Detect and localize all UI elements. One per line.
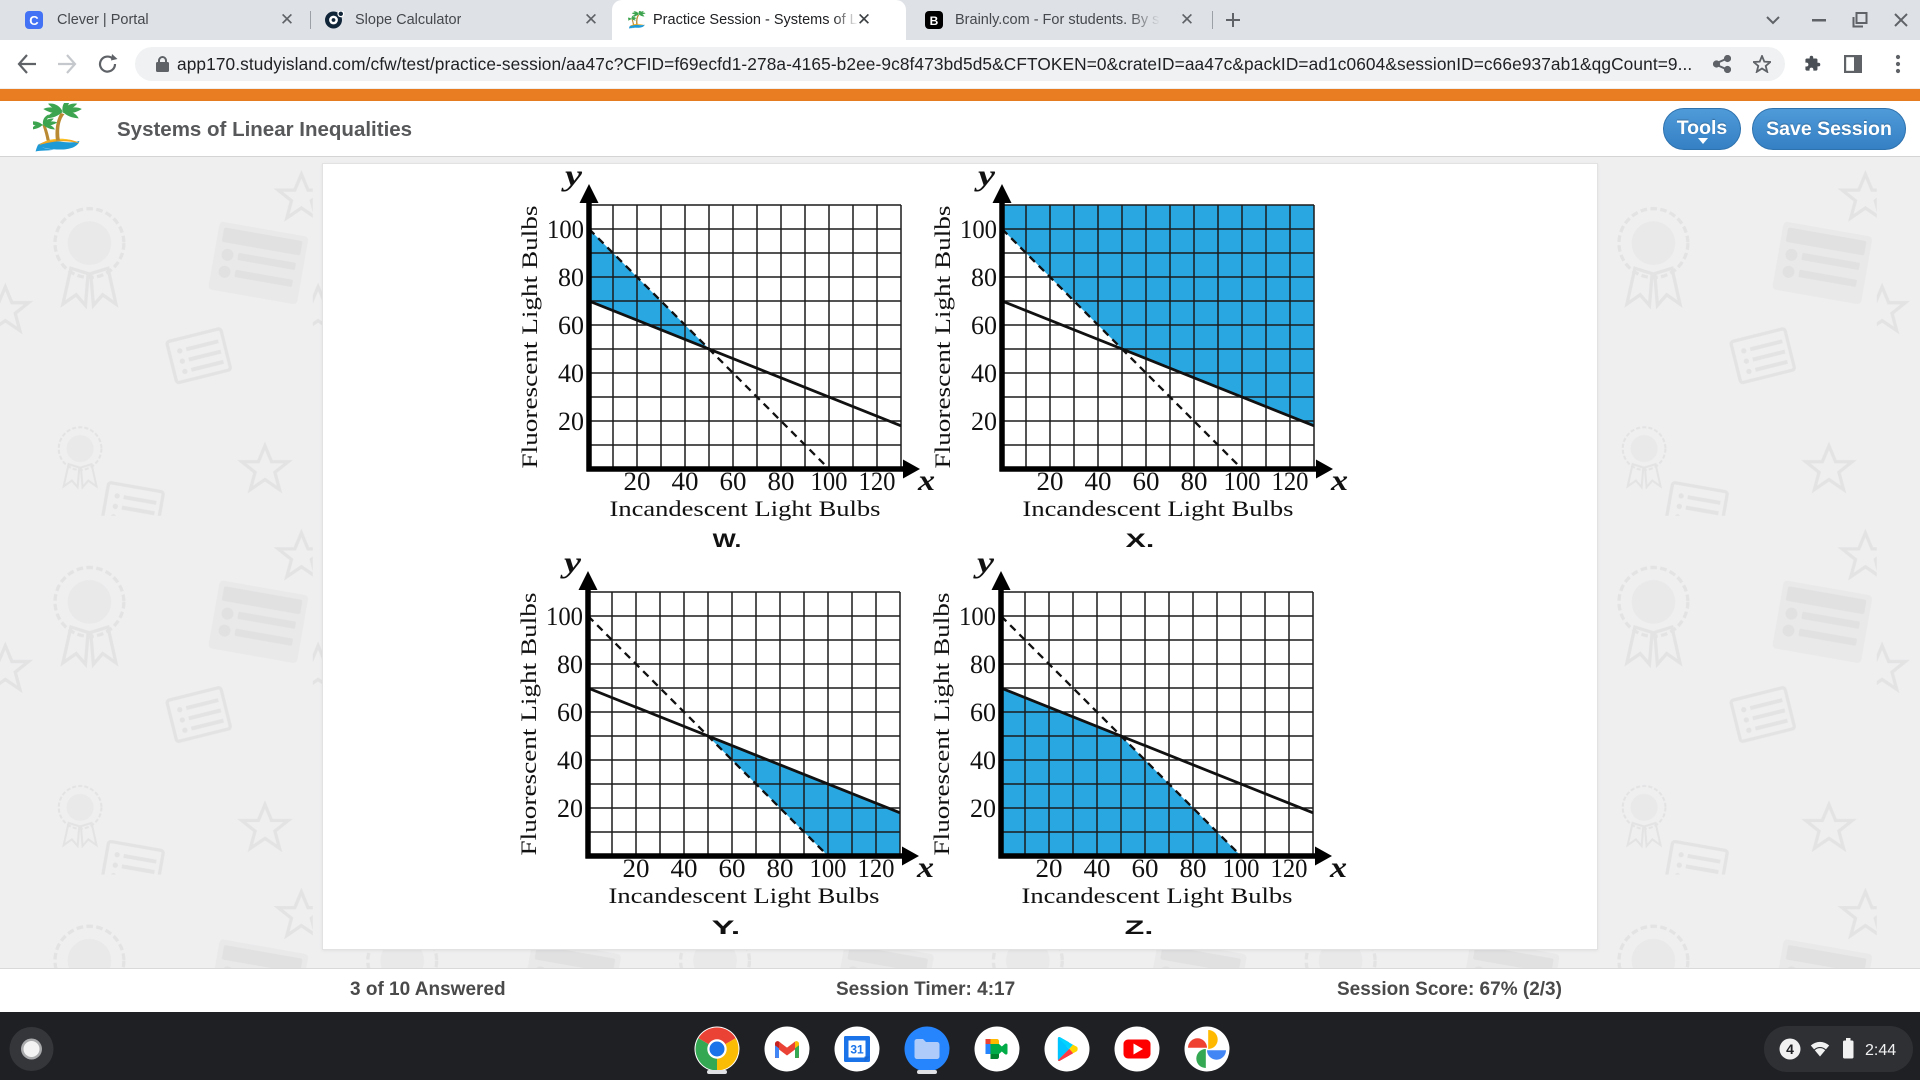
svg-text:80: 80: [557, 649, 583, 679]
svg-text:2:44: 2:44: [1865, 1042, 1896, 1059]
svg-text:80: 80: [1181, 466, 1208, 496]
svg-text:31: 31: [850, 1043, 864, 1057]
svg-text:60: 60: [1133, 466, 1160, 496]
svg-text:40: 40: [557, 745, 583, 775]
svg-text:100: 100: [1224, 466, 1261, 496]
svg-text:80: 80: [558, 262, 584, 292]
svg-text:20: 20: [558, 406, 584, 436]
svg-text:Incandescent Light Bulbs: Incandescent Light Bulbs: [610, 496, 881, 521]
svg-text:100: 100: [810, 853, 847, 883]
svg-text:60: 60: [1132, 853, 1159, 883]
svg-text:Incandescent Light Bulbs: Incandescent Light Bulbs: [1022, 883, 1293, 908]
svg-text:x: x: [916, 851, 934, 884]
svg-text:100: 100: [811, 466, 848, 496]
svg-text:40: 40: [1085, 466, 1112, 496]
svg-text:Fluorescent Light Bulbs: Fluorescent Light Bulbs: [517, 206, 542, 469]
svg-text:80: 80: [1180, 853, 1207, 883]
svg-text:20: 20: [1037, 466, 1064, 496]
svg-text:120: 120: [1272, 466, 1309, 496]
svg-text:100: 100: [547, 214, 584, 244]
svg-text:120: 120: [859, 466, 896, 496]
svg-text:100: 100: [959, 601, 996, 631]
svg-text:80: 80: [970, 649, 996, 679]
svg-text:x: x: [1330, 464, 1348, 497]
svg-text:20: 20: [1036, 853, 1063, 883]
svg-text:Y.: Y.: [712, 918, 741, 939]
svg-text:120: 120: [1271, 853, 1308, 883]
svg-text:Z.: Z.: [1125, 918, 1154, 939]
svg-text:60: 60: [558, 310, 584, 340]
svg-text:y: y: [974, 159, 996, 192]
svg-text:40: 40: [671, 853, 698, 883]
svg-text:W.: W.: [713, 531, 742, 552]
svg-text:40: 40: [558, 358, 584, 388]
svg-text:Fluorescent Light Bulbs: Fluorescent Light Bulbs: [929, 593, 954, 856]
svg-text:100: 100: [1223, 853, 1260, 883]
svg-text:100: 100: [546, 601, 583, 631]
svg-text:B: B: [930, 14, 939, 28]
svg-text:Fluorescent Light Bulbs: Fluorescent Light Bulbs: [930, 206, 955, 469]
svg-text:100: 100: [960, 214, 997, 244]
svg-text:60: 60: [970, 697, 996, 727]
svg-text:4: 4: [1786, 1041, 1794, 1057]
svg-text:40: 40: [672, 466, 699, 496]
svg-text:Incandescent Light Bulbs: Incandescent Light Bulbs: [609, 883, 880, 908]
svg-text:60: 60: [719, 853, 746, 883]
svg-text:80: 80: [971, 262, 997, 292]
svg-text:x: x: [1329, 851, 1347, 884]
svg-text:y: y: [560, 546, 582, 579]
svg-text:Incandescent Light Bulbs: Incandescent Light Bulbs: [1023, 496, 1294, 521]
svg-text:C: C: [29, 13, 39, 28]
svg-text:60: 60: [971, 310, 997, 340]
svg-text:60: 60: [557, 697, 583, 727]
svg-text:20: 20: [557, 793, 583, 823]
svg-text:20: 20: [624, 466, 651, 496]
svg-text:60: 60: [720, 466, 747, 496]
svg-text:80: 80: [767, 853, 794, 883]
svg-text:y: y: [973, 546, 995, 579]
svg-text:X.: X.: [1126, 531, 1155, 552]
svg-text:Fluorescent Light Bulbs: Fluorescent Light Bulbs: [516, 593, 541, 856]
svg-text:80: 80: [768, 466, 795, 496]
svg-text:20: 20: [971, 406, 997, 436]
svg-text:40: 40: [1084, 853, 1111, 883]
svg-text:20: 20: [970, 793, 996, 823]
svg-text:40: 40: [970, 745, 996, 775]
svg-text:40: 40: [971, 358, 997, 388]
svg-text:x: x: [917, 464, 935, 497]
svg-text:120: 120: [858, 853, 895, 883]
svg-text:20: 20: [623, 853, 650, 883]
svg-text:y: y: [561, 159, 583, 192]
